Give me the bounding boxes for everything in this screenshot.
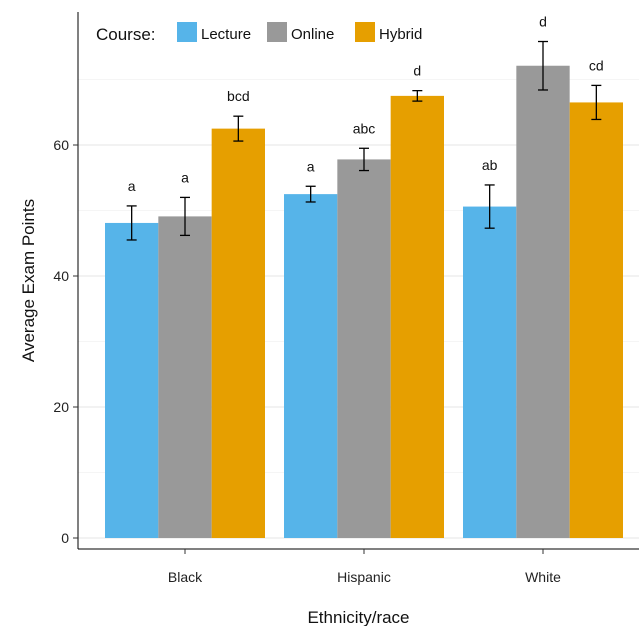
axes: 0 20 40 60 Black Hispanic White xyxy=(53,12,639,585)
bar-lecture-hispanic xyxy=(284,194,338,538)
legend-title: Course: xyxy=(96,25,156,44)
significance-label: a xyxy=(181,169,189,185)
legend-label-hybrid: Hybrid xyxy=(379,26,422,43)
legend-swatch-lecture xyxy=(177,22,197,42)
x-axis-title: Ethnicity/race xyxy=(307,608,409,626)
legend-label-online: Online xyxy=(291,26,334,43)
y-axis-title: Average Exam Points xyxy=(19,199,38,362)
y-tick-label: 60 xyxy=(53,137,69,153)
bar-hybrid-hispanic xyxy=(390,95,444,538)
error-bar xyxy=(538,40,548,91)
y-tick-label: 20 xyxy=(53,399,69,415)
significance-label: a xyxy=(307,158,315,174)
bar-lecture-white xyxy=(463,206,517,538)
bar-online-black xyxy=(158,216,212,538)
bar-hybrid-black xyxy=(211,128,265,538)
significance-label: d xyxy=(413,63,421,79)
error-bar xyxy=(305,185,316,203)
error-bar xyxy=(180,196,190,237)
y-tick-label: 40 xyxy=(53,268,69,284)
significance-label: a xyxy=(128,178,136,194)
bar-hybrid-white xyxy=(569,102,623,539)
error-bar xyxy=(359,147,369,172)
bar-online-white xyxy=(516,65,570,539)
x-tick-label: Black xyxy=(168,569,203,585)
error-bar xyxy=(412,89,423,102)
significance-label: cd xyxy=(589,57,604,73)
error-bar xyxy=(484,184,495,229)
significance-label: ab xyxy=(482,157,498,173)
bar-online-hispanic xyxy=(337,159,391,538)
error-bar xyxy=(126,205,137,241)
legend: Course: Lecture Online Hybrid xyxy=(96,22,422,44)
significance-label: d xyxy=(539,14,547,30)
error-bar xyxy=(591,84,602,121)
legend-swatch-online xyxy=(267,22,287,42)
significance-label: abc xyxy=(353,120,376,136)
x-tick-label: White xyxy=(525,569,561,585)
legend-label-lecture: Lecture xyxy=(201,26,251,43)
bar-lecture-black xyxy=(105,222,159,538)
legend-swatch-hybrid xyxy=(355,22,375,42)
significance-label: bcd xyxy=(227,88,250,104)
x-tick-label: Hispanic xyxy=(337,569,391,585)
error-bar xyxy=(233,115,244,142)
y-tick-label: 0 xyxy=(61,530,69,546)
